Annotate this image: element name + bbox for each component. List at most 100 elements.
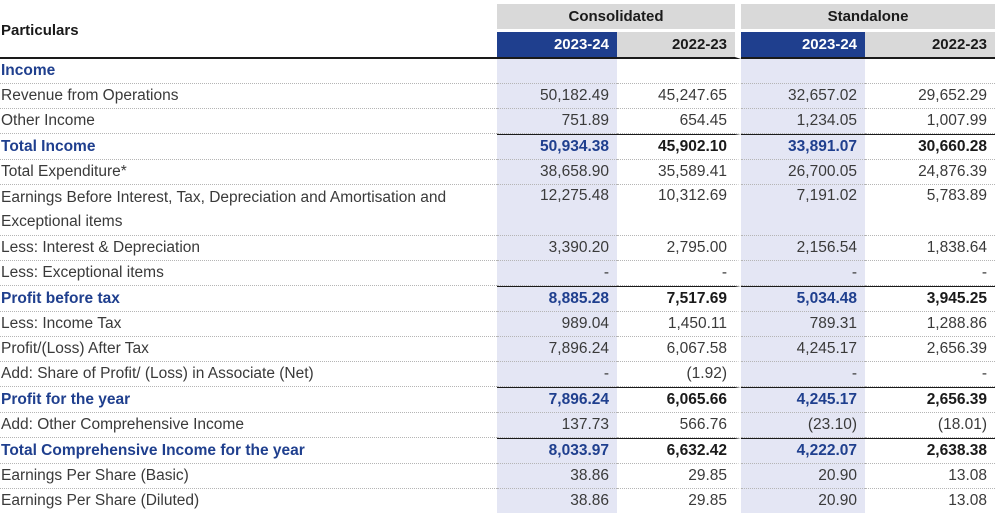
group-header-standalone: Standalone — [741, 4, 995, 29]
cell-value: 2,656.39 — [865, 387, 995, 413]
cell-value: 30,660.28 — [865, 134, 995, 160]
cell-value: (1.92) — [617, 362, 742, 387]
cell-value: 26,700.05 — [741, 160, 866, 185]
table-row: Less: Exceptional items - - - - — [0, 261, 995, 286]
financial-results-table: Particulars Consolidated Standalone 2023… — [0, 4, 995, 513]
cell-value: 3,945.25 — [865, 286, 995, 312]
cell-value: 13.08 — [948, 492, 988, 509]
cell-value: 35,589.41 — [617, 160, 742, 185]
cell-value: 45,902.10 — [617, 134, 742, 160]
row-label: Profit before tax — [0, 286, 497, 312]
row-label: Profit for the year — [0, 387, 497, 413]
table-row: Total Income 50,934.38 45,902.10 33,891.… — [0, 134, 995, 160]
group-header-consolidated: Consolidated — [497, 4, 742, 29]
cell-value: 5,034.48 — [741, 286, 866, 312]
row-label: Total Comprehensive Income for the year — [0, 438, 497, 464]
cell-value: 751.89 — [497, 109, 617, 134]
cell-value: - — [617, 261, 742, 286]
cell-value: 20.90 — [741, 489, 866, 513]
table-row: Add: Share of Profit/ (Loss) in Associat… — [0, 362, 995, 387]
row-label: Total Income — [0, 134, 497, 160]
cell-value: (18.01) — [865, 413, 995, 438]
cell-value: 6,067.58 — [617, 337, 742, 362]
table-row: Profit for the year 7,896.24 6,065.66 4,… — [0, 387, 995, 413]
cell-value: 45,247.65 — [617, 84, 742, 109]
cell-value: 5,783.89 — [865, 185, 995, 236]
row-label: Income — [0, 59, 497, 84]
row-label: Less: Income Tax — [0, 312, 497, 337]
table-row: Earnings Before Interest, Tax, Depreciat… — [0, 185, 995, 236]
cell-value: 2,638.38 — [865, 438, 995, 464]
cell-value: 7,191.02 — [741, 185, 866, 236]
cell-value: 7,896.24 — [497, 337, 617, 362]
cell-value: 29,652.29 — [865, 84, 995, 109]
cell-value: 32,657.02 — [741, 84, 866, 109]
cell-value: 12,275.48 — [497, 185, 617, 236]
cell-value: 8,885.28 — [497, 286, 617, 312]
cell-value: 989.04 — [497, 312, 617, 337]
table-row: Profit/(Loss) After Tax 7,896.24 6,067.5… — [0, 337, 995, 362]
table-row: Earnings Per Share (Basic) 38.86 29.85 2… — [0, 464, 995, 489]
table-row: Profit before tax 8,885.28 7,517.69 5,03… — [0, 286, 995, 312]
cell-value: 38.86 — [497, 489, 617, 513]
cell-value: 1,007.99 — [865, 109, 995, 134]
row-label: Add: Other Comprehensive Income — [0, 413, 497, 438]
cell-value: 7,896.24 — [497, 387, 617, 413]
cell-value: 654.45 — [617, 109, 742, 134]
cell-value: 38,658.90 — [497, 160, 617, 185]
cell-value: 38.86 — [497, 464, 617, 489]
cell-value — [865, 59, 995, 84]
cell-value: 8,033.97 — [497, 438, 617, 464]
cell-value: 4,222.07 — [741, 438, 866, 464]
cell-value: 33,891.07 — [741, 134, 866, 160]
row-label: Profit/(Loss) After Tax — [0, 337, 497, 362]
cell-value: 13.08 — [865, 464, 995, 489]
cell-value: 1,450.11 — [617, 312, 742, 337]
cell-value: 566.76 — [617, 413, 742, 438]
cell-value: 29.85 — [617, 489, 742, 513]
year-header-standalone-current: 2023-24 — [741, 29, 866, 59]
table-row: Other Income 751.89 654.45 1,234.05 1,00… — [0, 109, 995, 134]
cell-value: - — [865, 261, 995, 286]
row-label: Earnings Per Share (Diluted) — [1, 492, 200, 509]
cell-value: 50,934.38 — [497, 134, 617, 160]
row-label: Earnings Before Interest, Tax, Depreciat… — [0, 185, 497, 236]
cell-value — [617, 59, 742, 84]
cell-value: 137.73 — [497, 413, 617, 438]
cell-value: - — [865, 362, 995, 387]
cell-value: - — [497, 362, 617, 387]
cell-value: 2,656.39 — [865, 337, 995, 362]
row-label: Other Income — [0, 109, 497, 134]
table-row: Total Expenditure* 38,658.90 35,589.41 2… — [0, 160, 995, 185]
cell-value: (23.10) — [741, 413, 866, 438]
cell-value: - — [741, 362, 866, 387]
table-row: Total Comprehensive Income for the year … — [0, 438, 995, 464]
cell-value: 7,517.69 — [617, 286, 742, 312]
cell-value: 789.31 — [741, 312, 866, 337]
table-row: Less: Income Tax 989.04 1,450.11 789.31 … — [0, 312, 995, 337]
row-label: Less: Exceptional items — [0, 261, 497, 286]
table-row: Earnings Per Share (Diluted) 38.86 29.85… — [0, 489, 995, 513]
cell-value: 6,632.42 — [617, 438, 742, 464]
cell-value: 1,838.64 — [865, 236, 995, 261]
cell-value: 6,065.66 — [617, 387, 742, 413]
year-header-consolidated-previous: 2022-23 — [617, 29, 742, 59]
cell-value: 50,182.49 — [497, 84, 617, 109]
cell-value: - — [497, 261, 617, 286]
table-row: Income — [0, 59, 995, 84]
cell-value: 1,288.86 — [865, 312, 995, 337]
row-label: Add: Share of Profit/ (Loss) in Associat… — [0, 362, 497, 387]
cell-value: 4,245.17 — [741, 337, 866, 362]
table-row: Less: Interest & Depreciation 3,390.20 2… — [0, 236, 995, 261]
cell-value: 2,795.00 — [617, 236, 742, 261]
particulars-header: Particulars — [0, 4, 497, 59]
cell-value: 4,245.17 — [741, 387, 866, 413]
cell-value: 24,876.39 — [865, 160, 995, 185]
row-label: Less: Interest & Depreciation — [0, 236, 497, 261]
table-row: Revenue from Operations 50,182.49 45,247… — [0, 84, 995, 109]
table-row: Add: Other Comprehensive Income 137.73 5… — [0, 413, 995, 438]
cell-value: 10,312.69 — [617, 185, 742, 236]
cell-value: - — [741, 261, 866, 286]
cell-value — [497, 59, 617, 84]
cell-value: 2,156.54 — [741, 236, 866, 261]
